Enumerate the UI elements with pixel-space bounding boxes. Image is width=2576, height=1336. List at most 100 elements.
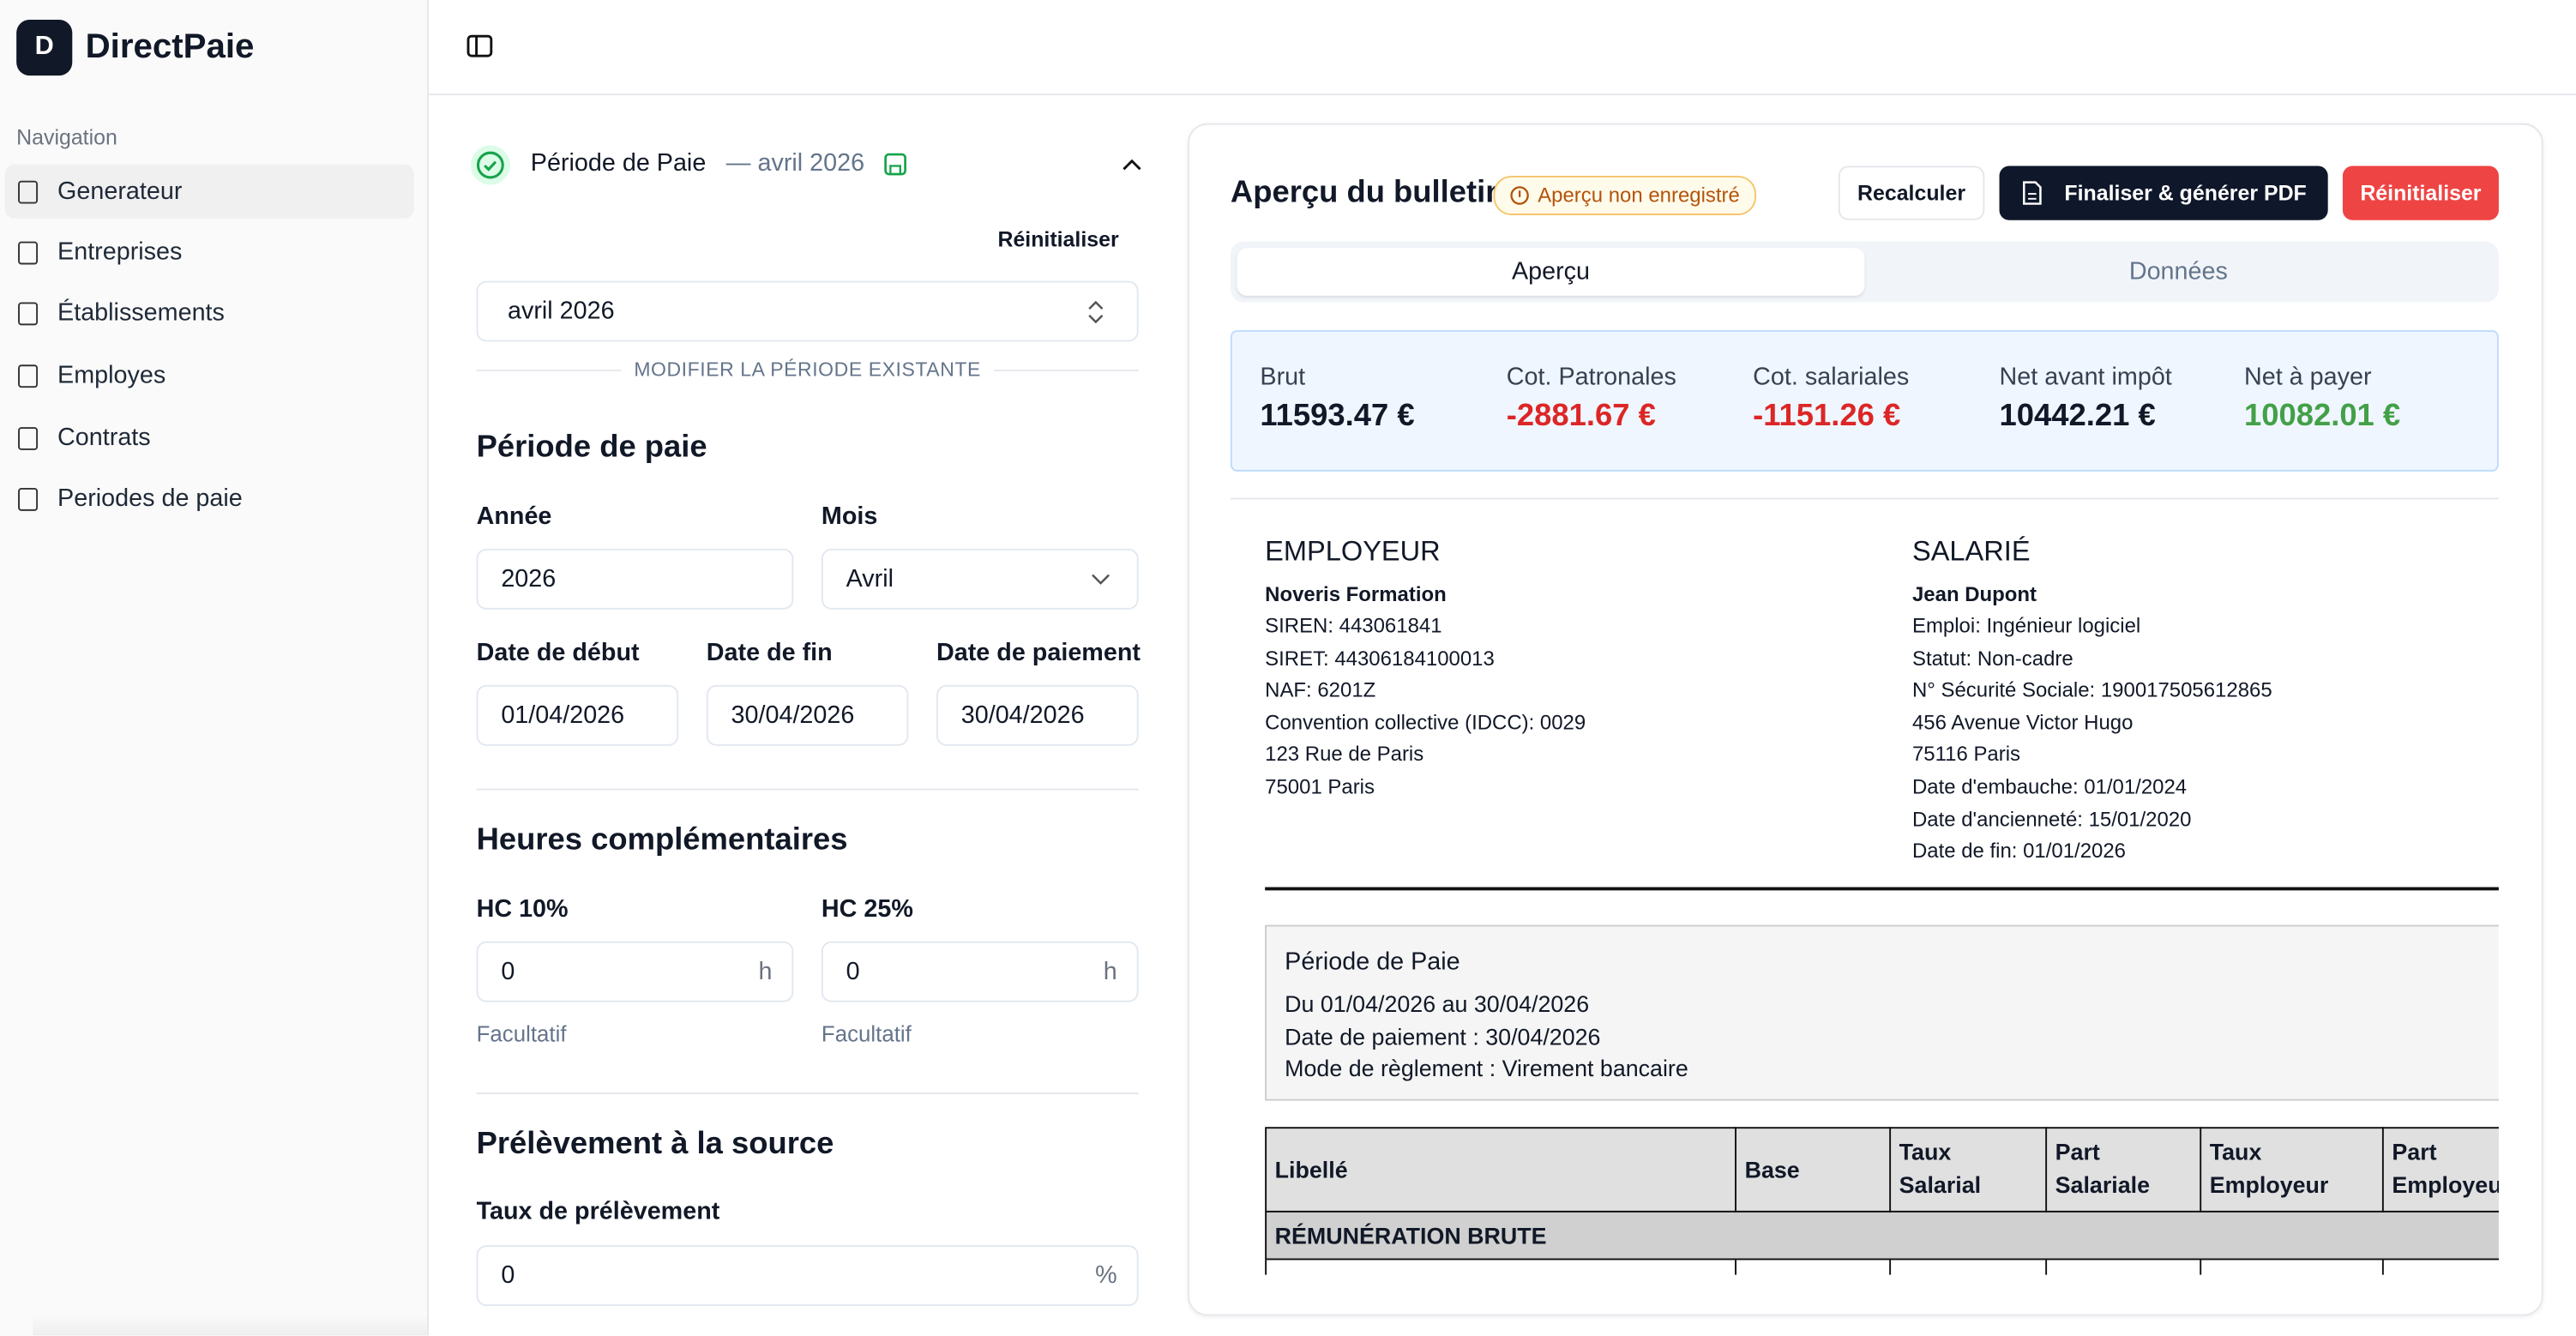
- table-section: RÉMUNÉRATION BRUTE: [1274, 1222, 1547, 1249]
- rate-input[interactable]: 0%: [476, 1245, 1139, 1307]
- button[interactable]: Réinitialiser: [2342, 165, 2499, 220]
- sidebar: D DirectPaie Navigation Generateur Entrep…: [0, 0, 430, 1336]
- table-col-line: [2381, 1127, 2384, 1213]
- party-line: 456 Avenue Victor Hugo: [1911, 711, 2134, 734]
- label: Date de paiement: [936, 639, 1141, 667]
- status-icon: [470, 145, 510, 185]
- badge-text: Aperçu non enregistré: [1538, 184, 1740, 208]
- decoration: [994, 369, 1139, 371]
- unit: %: [1095, 1261, 1117, 1290]
- party-line: Date d'ancienneté: 15/01/2020: [1911, 807, 2192, 831]
- decoration: [884, 153, 906, 176]
- party-line: SIREN: 443061841: [1265, 614, 1442, 638]
- table-col-line: [1735, 1127, 1737, 1213]
- party-line: N° Sécurité Sociale: 190017505612865: [1911, 678, 2272, 702]
- date-input[interactable]: 30/04/2026: [936, 684, 1139, 746]
- party-line: NAF: 6201Z: [1265, 678, 1376, 702]
- nav-icon: [18, 427, 39, 450]
- button[interactable]: Recalculer: [1838, 165, 1985, 220]
- table-col-line: [2200, 1127, 2202, 1213]
- decoration: [1092, 573, 1110, 584]
- tab[interactable]: Données: [2128, 257, 2228, 286]
- summary-value: 10082.01 €: [2243, 399, 2401, 434]
- hint: Facultatif: [821, 1021, 912, 1047]
- label: Date de fin: [706, 639, 833, 667]
- reset-link[interactable]: Réinitialiser: [997, 226, 1119, 252]
- select-value: Avril: [846, 565, 894, 593]
- heading: Période de paie: [476, 430, 707, 466]
- party-line: Date d'embauche: 01/01/2024: [1911, 775, 2188, 799]
- table-header: Base: [1744, 1156, 1800, 1183]
- table-col-line: [2381, 1260, 2384, 1275]
- period-line: Du 01/04/2026 au 30/04/2026: [1285, 990, 1590, 1017]
- label: Année: [476, 503, 552, 531]
- input-value: 0: [501, 1261, 515, 1290]
- nav-item[interactable]: Generateur: [57, 177, 183, 206]
- period-line: Mode de règlement : Virement bancaire: [1285, 1055, 1688, 1081]
- party-line: Date de fin: 01/01/2026: [1911, 840, 2126, 864]
- section-title: Période de Paie: [530, 149, 707, 178]
- button[interactable]: Finaliser & générer PDF: [1999, 165, 2328, 220]
- section-period: — avril 2026: [725, 149, 865, 178]
- label: HC 10%: [476, 895, 569, 924]
- year-input[interactable]: 2026: [476, 548, 794, 610]
- nav-active-bg: [4, 164, 414, 219]
- nav-icon: [18, 364, 39, 388]
- app-name: DirectPaie: [85, 27, 255, 66]
- nav-icon: [18, 487, 39, 511]
- table-header: Taux Employeur: [2209, 1138, 2329, 1197]
- decoration: [1510, 186, 1529, 205]
- party-line: 75116 Paris: [1911, 743, 2021, 767]
- badge: Aperçu non enregistré: [1493, 175, 1756, 215]
- decoration: [1088, 299, 1104, 323]
- decoration: [470, 145, 510, 185]
- sidebar-toggle[interactable]: [466, 33, 493, 59]
- table-col-line: [2200, 1260, 2202, 1275]
- summary-label: Cot. Patronales: [1506, 363, 1676, 391]
- party-name: Jean Dupont: [1911, 583, 2037, 606]
- nav-item[interactable]: Entreprises: [57, 238, 183, 267]
- summary-value: 10442.21 €: [1999, 399, 2156, 434]
- label: Taux de prélèvement: [476, 1197, 720, 1226]
- heading: Heures complémentaires: [476, 822, 848, 858]
- decoration: [2023, 181, 2042, 205]
- date-input[interactable]: 30/04/2026: [706, 684, 909, 746]
- nav-item[interactable]: Periodes de paie: [57, 484, 243, 513]
- period-select[interactable]: avril 2026: [476, 280, 1139, 342]
- table-header: Taux Salarial: [1899, 1138, 1982, 1197]
- rule: [1265, 887, 2499, 891]
- party-name: Noveris Formation: [1265, 583, 1447, 606]
- nav-item[interactable]: Contrats: [57, 424, 151, 452]
- unit: h: [1103, 957, 1117, 986]
- table-col-line: [2045, 1260, 2048, 1275]
- period-line: Date de paiement : 30/04/2026: [1285, 1022, 1601, 1050]
- summary-label: Cot. salariales: [1753, 363, 1910, 391]
- divider-text: MODIFIER LA PÉRIODE EXISTANTE: [634, 358, 981, 382]
- nav-item[interactable]: Établissements: [57, 298, 225, 328]
- summary: [1230, 330, 2499, 472]
- table-col-line: [1265, 1260, 1267, 1275]
- nav-icon: [18, 302, 39, 326]
- separator: [476, 788, 1139, 791]
- month-select[interactable]: Avril: [821, 548, 1139, 610]
- saved-icon: [884, 153, 906, 176]
- tab-active[interactable]: Aperçu: [1237, 248, 1865, 296]
- summary-label: Net avant impôt: [1999, 363, 2172, 391]
- collapse[interactable]: [1121, 154, 1144, 174]
- date-input[interactable]: 01/04/2026: [476, 684, 679, 746]
- logo[interactable]: D: [16, 19, 73, 76]
- label: Date de début: [476, 639, 640, 667]
- unit: h: [758, 957, 773, 986]
- divider: MODIFIER LA PÉRIODE EXISTANTE: [476, 358, 1139, 382]
- nav-section: Navigation: [16, 124, 117, 150]
- nav-item[interactable]: Employes: [57, 361, 166, 390]
- select-value: avril 2026: [507, 297, 615, 326]
- summary-label: Net à payer: [2243, 363, 2372, 391]
- separator: [476, 1092, 1139, 1094]
- decoration: [1088, 299, 1104, 323]
- label: Mois: [821, 503, 878, 531]
- party-line: Statut: Non-cadre: [1911, 647, 2073, 670]
